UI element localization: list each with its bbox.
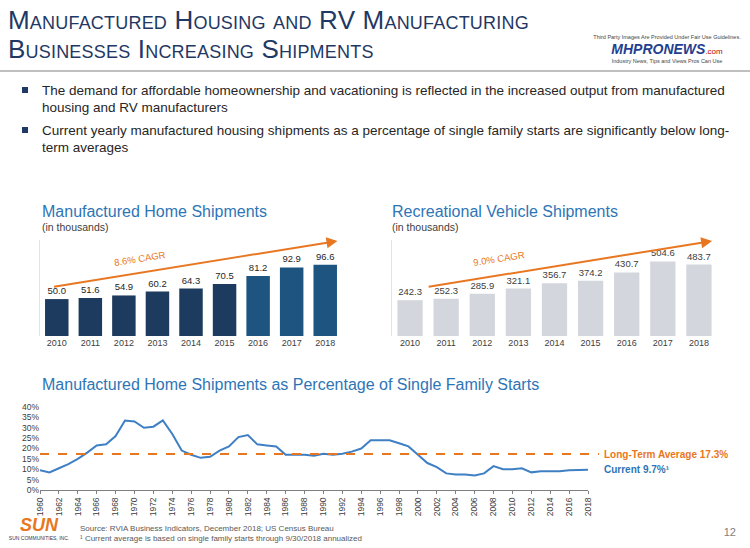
svg-text:2016: 2016 (617, 338, 637, 348)
svg-text:1978: 1978 (205, 497, 215, 516)
svg-text:1980: 1980 (224, 497, 234, 516)
html-text:Manufactured Home Shipments as: Manufactured Home Shipments as Percentag… (42, 376, 540, 393)
svg-text:25%: 25% (22, 433, 39, 443)
svg-text:2006: 2006 (469, 497, 479, 516)
svg-text:356.7: 356.7 (543, 269, 567, 280)
svg-text:504.6: 504.6 (651, 247, 675, 258)
svg-text:2016: 2016 (248, 338, 268, 348)
svg-text:1960: 1960 (35, 497, 45, 516)
svg-text:2011: 2011 (81, 338, 100, 348)
svg-text:1984: 1984 (262, 497, 272, 516)
svg-text:9.0% CAGR: 9.0% CAGR (472, 249, 525, 268)
svg-text:54.9: 54.9 (115, 281, 134, 292)
svg-text:2017: 2017 (282, 338, 302, 348)
html-text:SUN: SUN (20, 515, 58, 535)
svg-text:2000: 2000 (413, 497, 423, 516)
svg-text:Long-Term Average 17.3%: Long-Term Average 17.3% (604, 449, 728, 460)
svg-text:1996: 1996 (375, 497, 385, 516)
svg-text:2018: 2018 (583, 497, 593, 516)
svg-text:2017: 2017 (653, 338, 673, 348)
svg-text:1974: 1974 (167, 497, 177, 516)
svg-text:60.2: 60.2 (148, 278, 167, 289)
svg-text:2014: 2014 (181, 338, 201, 348)
html-text:Source: RVIA Business Indicato: Source: RVIA Business Indicators, Decemb… (80, 524, 334, 533)
svg-text:483.7: 483.7 (687, 251, 711, 262)
svg-text:2013: 2013 (147, 338, 167, 348)
html-text:Manufactured Housing and RV Ma: Manufactured Housing and RV Manufacturin… (8, 5, 529, 35)
svg-text:2004: 2004 (450, 497, 460, 516)
svg-text:2010: 2010 (47, 338, 67, 348)
svg-text:2010: 2010 (507, 497, 517, 516)
html-text:The demand for affordable home: The demand for affordable homeownership … (42, 83, 725, 115)
svg-text:1990: 1990 (318, 497, 328, 516)
svg-text:1988: 1988 (299, 497, 309, 516)
svg-text:2014: 2014 (544, 338, 564, 348)
svg-text:1992: 1992 (337, 497, 347, 516)
svg-text:20%: 20% (22, 443, 39, 453)
svg-text:2010: 2010 (400, 338, 420, 348)
svg-text:0%: 0% (27, 485, 40, 495)
html-text:MHPRONEWS.com: MHPRONEWS.com (611, 41, 723, 57)
html-text:Manufactured Home Shipments: Manufactured Home Shipments (42, 203, 267, 220)
html-text:Recreational Vehicle Shipments: Recreational Vehicle Shipments (392, 203, 618, 220)
svg-text:2018: 2018 (689, 338, 709, 348)
svg-text:5%: 5% (27, 475, 40, 485)
svg-text:Current 9.7%¹: Current 9.7%¹ (604, 464, 670, 475)
svg-text:2015: 2015 (581, 338, 601, 348)
svg-text:35%: 35% (22, 412, 39, 422)
svg-text:40%: 40% (22, 402, 39, 412)
svg-text:1966: 1966 (91, 497, 101, 516)
svg-text:96.6: 96.6 (316, 251, 335, 262)
svg-text:1976: 1976 (186, 497, 196, 516)
svg-text:2016: 2016 (564, 497, 574, 516)
svg-text:1994: 1994 (356, 497, 366, 516)
svg-text:2014: 2014 (545, 497, 555, 516)
svg-text:242.3: 242.3 (398, 286, 422, 297)
svg-text:15%: 15% (22, 454, 39, 464)
svg-text:2002: 2002 (432, 497, 442, 516)
svg-text:2013: 2013 (508, 338, 528, 348)
svg-text:430.7: 430.7 (615, 258, 639, 269)
svg-text:321.1: 321.1 (506, 275, 530, 286)
svg-text:51.6: 51.6 (81, 284, 100, 295)
svg-text:1982: 1982 (243, 497, 253, 516)
svg-text:30%: 30% (22, 423, 39, 433)
svg-text:2008: 2008 (488, 497, 498, 516)
svg-text:2018: 2018 (315, 338, 335, 348)
svg-text:1962: 1962 (54, 497, 64, 516)
svg-text:8.6% CAGR: 8.6% CAGR (113, 249, 166, 268)
svg-text:64.3: 64.3 (182, 275, 201, 286)
svg-text:2012: 2012 (526, 497, 536, 516)
svg-text:2012: 2012 (114, 338, 134, 348)
svg-text:1970: 1970 (129, 497, 139, 516)
html-text:¹ Current average is based on: ¹ Current average is based on single fam… (80, 534, 362, 543)
svg-text:1972: 1972 (148, 497, 158, 516)
svg-text:285.9: 285.9 (470, 280, 494, 291)
svg-text:92.9: 92.9 (282, 253, 301, 264)
svg-text:10%: 10% (22, 464, 39, 474)
svg-text:81.2: 81.2 (249, 262, 267, 273)
html-text:(in thousands): (in thousands) (42, 221, 109, 233)
svg-text:1986: 1986 (280, 497, 290, 516)
html-text:Current yearly manufactured ho: Current yearly manufactured housing ship… (42, 123, 730, 155)
svg-text:1998: 1998 (394, 497, 404, 516)
svg-text:2011: 2011 (436, 338, 455, 348)
html-text:12: 12 (723, 526, 736, 538)
html-text:Businesses Increasing Shipment: Businesses Increasing Shipments (8, 34, 374, 64)
svg-text:252.3: 252.3 (434, 285, 458, 296)
svg-text:50.0: 50.0 (48, 285, 67, 296)
svg-text:2015: 2015 (215, 338, 235, 348)
svg-text:2012: 2012 (472, 338, 492, 348)
svg-text:70.5: 70.5 (215, 270, 234, 281)
html-text:Industry News, Tips and Views: Industry News, Tips and Views Pros Can U… (611, 58, 723, 64)
html-text:SUN COMMUNITIES, INC.: SUN COMMUNITIES, INC. (8, 535, 70, 541)
svg-text:1964: 1964 (73, 497, 83, 516)
html-text:Third Party Images Are Provide: Third Party Images Are Provided Under Fa… (593, 34, 741, 40)
html-text:(in thousands): (in thousands) (392, 221, 459, 233)
svg-text:374.2: 374.2 (579, 267, 603, 278)
svg-text:1968: 1968 (110, 497, 120, 516)
